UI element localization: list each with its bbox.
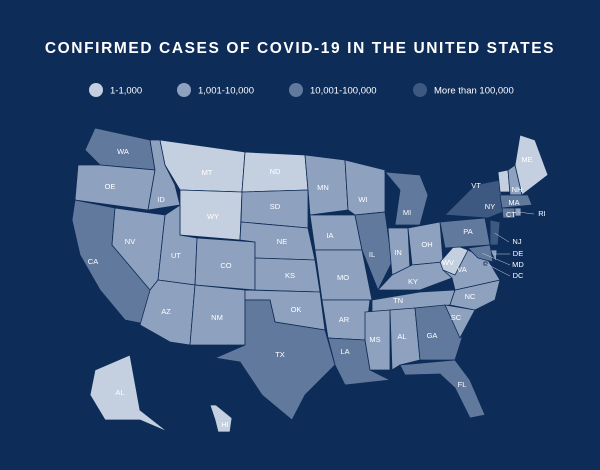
state-label: VA bbox=[457, 265, 466, 274]
state bbox=[467, 244, 494, 263]
state-label: MO bbox=[337, 273, 349, 282]
state-labels: WA OE CA ID NV MT WY UT CO AZ NM ND SD NE KS OK TX MN IA MO… bbox=[88, 147, 546, 429]
state-label: NC bbox=[465, 292, 476, 301]
state-label: RI bbox=[538, 209, 546, 218]
state-label: SD bbox=[270, 202, 281, 211]
state-label: OK bbox=[291, 305, 302, 314]
state bbox=[514, 134, 549, 196]
leader-line bbox=[517, 211, 535, 215]
state-label: KY bbox=[408, 277, 418, 286]
state-label: MA bbox=[508, 198, 519, 207]
state-label: ME bbox=[521, 155, 532, 164]
state-label: MT bbox=[202, 168, 213, 177]
state bbox=[213, 299, 336, 421]
state-label: AL bbox=[115, 388, 124, 397]
map-title: CONFIRMED CASES OF COVID-19 IN THE UNITE… bbox=[45, 40, 555, 57]
leader-line bbox=[494, 232, 510, 243]
legend-swatch bbox=[289, 83, 303, 97]
state-label: NJ bbox=[512, 237, 521, 246]
state-label: UT bbox=[171, 251, 181, 260]
state bbox=[309, 214, 363, 251]
state-label: IA bbox=[326, 231, 333, 240]
state-label: FL bbox=[458, 380, 467, 389]
state bbox=[389, 307, 421, 371]
state bbox=[501, 207, 516, 219]
state-label: DC bbox=[513, 271, 524, 280]
state-label: PA bbox=[463, 227, 472, 236]
state-label: VT bbox=[471, 181, 481, 190]
legend-label: 1-1,000 bbox=[110, 86, 142, 97]
state bbox=[344, 159, 386, 216]
state-label: CT bbox=[506, 210, 516, 219]
state-label: WA bbox=[117, 147, 129, 156]
state bbox=[89, 354, 169, 433]
legend-swatch bbox=[177, 83, 191, 97]
state-label: WI bbox=[358, 195, 367, 204]
legend-swatch bbox=[413, 83, 427, 97]
state-label: NM bbox=[211, 313, 223, 322]
legend-label: More than 100,000 bbox=[434, 86, 514, 97]
state bbox=[489, 219, 501, 246]
state-label: NV bbox=[125, 237, 135, 246]
state-label: ID bbox=[157, 195, 165, 204]
state-label: MN bbox=[317, 183, 329, 192]
state-label: ND bbox=[270, 167, 281, 176]
state-label: MI bbox=[403, 208, 411, 217]
state-label: GA bbox=[427, 331, 438, 340]
state-label: KS bbox=[285, 271, 295, 280]
state-label: CA bbox=[88, 257, 98, 266]
state-label: TX bbox=[275, 350, 285, 359]
state-label: OE bbox=[105, 182, 116, 191]
state-label: WV bbox=[442, 258, 454, 267]
state bbox=[354, 211, 393, 291]
state-label: AL bbox=[397, 332, 406, 341]
legend-swatch bbox=[89, 83, 103, 97]
state-label: MS bbox=[369, 335, 380, 344]
state-label: SC bbox=[451, 313, 462, 322]
state bbox=[499, 194, 533, 209]
states bbox=[71, 127, 549, 433]
leader-line bbox=[482, 253, 511, 266]
leader-line bbox=[485, 263, 511, 277]
state bbox=[304, 154, 349, 216]
state-label: TN bbox=[393, 296, 403, 305]
state-label: DE bbox=[513, 249, 523, 258]
state bbox=[364, 309, 391, 371]
state-label: HI bbox=[221, 420, 229, 429]
state bbox=[399, 359, 486, 419]
state-label: WY bbox=[207, 212, 219, 221]
legend: 1-1,000 1,001-10,000 10,001-100,000 More th… bbox=[89, 83, 514, 97]
legend-label: 1,001-10,000 bbox=[198, 86, 254, 97]
state-label: MD bbox=[512, 260, 524, 269]
state-label: IN bbox=[394, 248, 402, 257]
state bbox=[209, 404, 233, 433]
state bbox=[449, 279, 501, 311]
state-label: AR bbox=[339, 315, 350, 324]
state-label: NE bbox=[277, 237, 287, 246]
state-label: OH bbox=[421, 240, 432, 249]
state-label: IL bbox=[369, 250, 375, 259]
state-label: CO bbox=[220, 261, 231, 270]
state-label: AZ bbox=[161, 307, 171, 316]
state-label: LA bbox=[340, 347, 349, 356]
state bbox=[414, 304, 463, 361]
state-label: NH bbox=[512, 185, 523, 194]
state-label: NY bbox=[485, 202, 495, 211]
legend-label: 10,001-100,000 bbox=[310, 86, 377, 97]
state bbox=[384, 171, 429, 226]
state bbox=[444, 304, 476, 339]
